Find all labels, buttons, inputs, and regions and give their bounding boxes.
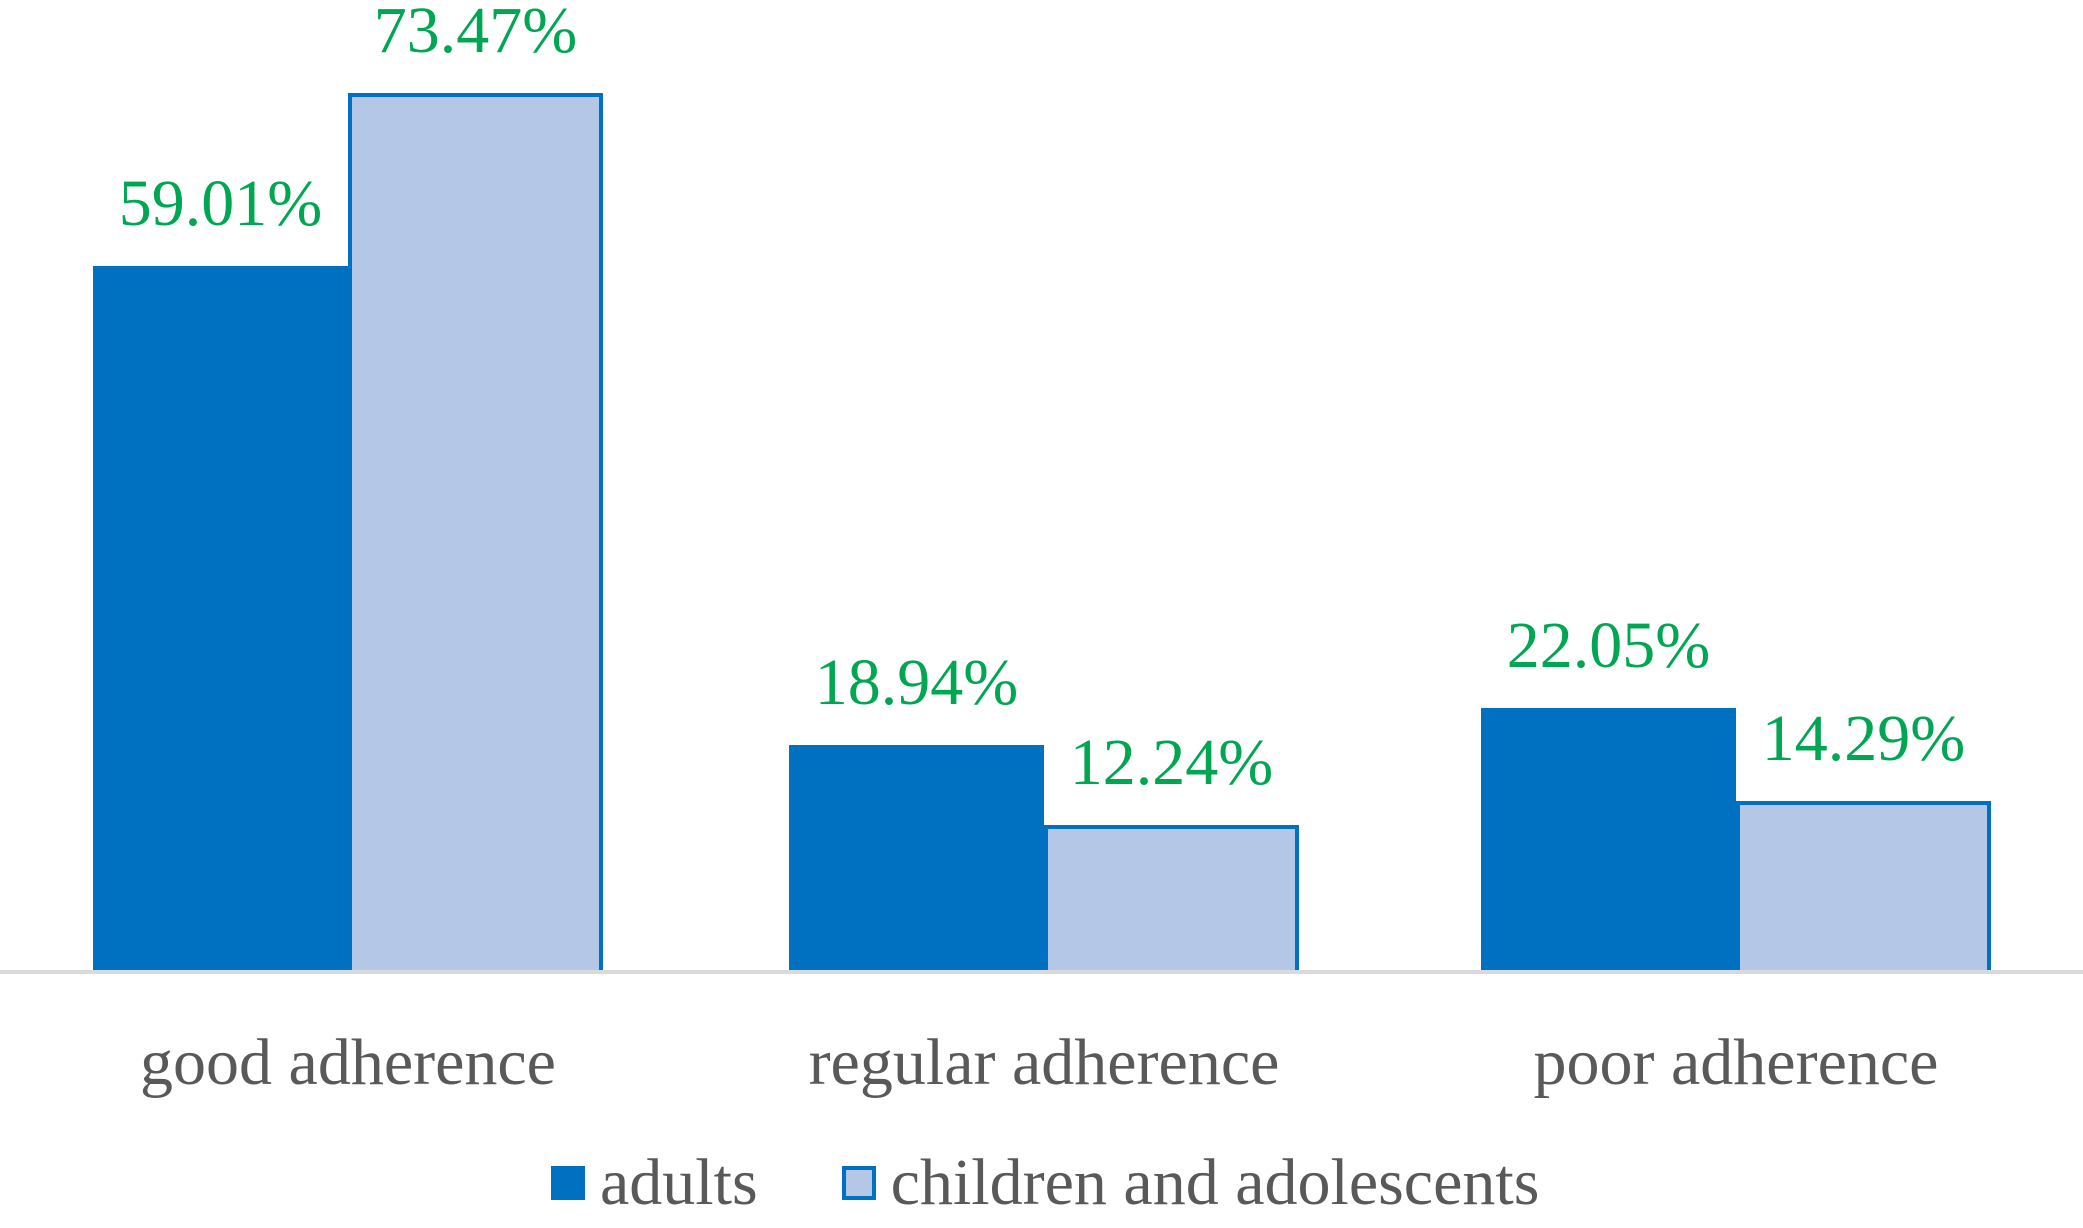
value-label-adults-regular-adherence: 18.94% (814, 646, 1019, 719)
category-label-regular-adherence: regular adherence (808, 1026, 1280, 1099)
bar-adults-regular-adherence (789, 745, 1044, 972)
x-axis-line (0, 970, 2083, 974)
bar-children-and-adolescents-poor-adherence (1736, 801, 1991, 972)
legend-label-children-and-adolescents: children and adolescents (890, 1146, 1540, 1219)
bar-children-and-adolescents-regular-adherence (1044, 825, 1299, 972)
legend: adults children and adolescents (551, 1148, 1539, 1218)
legend-label-adults: adults (600, 1146, 758, 1219)
value-label-adults-poor-adherence: 22.05% (1506, 609, 1711, 682)
legend-item-children-and-adolescents: children and adolescents (841, 1146, 1540, 1219)
bar-children-and-adolescents-good-adherence (348, 93, 603, 972)
legend-swatch-children-and-adolescents (841, 1166, 876, 1200)
value-label-children-and-adolescents-regular-adherence: 12.24% (1069, 726, 1274, 799)
bar-adults-good-adherence (93, 266, 348, 972)
value-label-adults-good-adherence: 59.01% (118, 167, 323, 240)
bar-adults-poor-adherence (1481, 708, 1736, 972)
legend-item-adults: adults (551, 1150, 758, 1216)
category-label-good-adherence: good adherence (140, 1026, 556, 1099)
value-label-children-and-adolescents-good-adherence: 73.47% (373, 0, 578, 67)
legend-swatch-adults (551, 1166, 585, 1200)
category-label-poor-adherence: poor adherence (1533, 1026, 1939, 1099)
value-label-children-and-adolescents-poor-adherence: 14.29% (1761, 702, 1966, 775)
